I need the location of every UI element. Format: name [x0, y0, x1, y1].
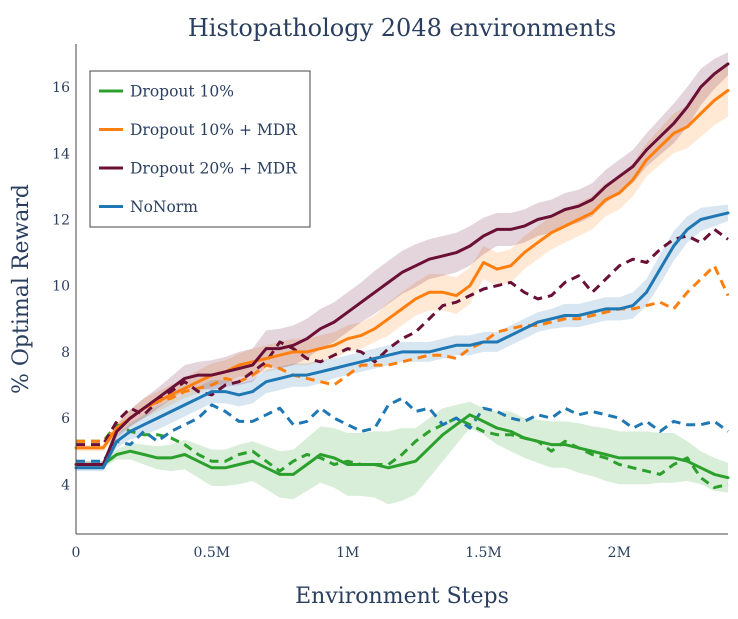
tick-labels: 0 0.5M 1M 1.5M 2M 4 6 8 10 12 14 16 — [52, 80, 631, 561]
x-tick-label: 1.5M — [465, 545, 502, 561]
chart-title: Histopathology 2048 environments — [188, 14, 616, 42]
series-line-dropout-20pct-mdr-dashed — [76, 227, 729, 447]
x-tick-label: 0 — [72, 545, 81, 561]
series-lines — [74, 62, 730, 490]
series-line-dropout-10pct-mdr — [74, 88, 730, 450]
legend-label-dropout-20pct-mdr: Dropout 20% + MDR — [130, 160, 298, 178]
band-nonorm — [76, 204, 728, 472]
axes — [75, 44, 728, 535]
legend-label-dropout-10pct: Dropout 10% — [130, 83, 234, 101]
y-tick-label: 14 — [52, 146, 70, 162]
x-tick-label: 1M — [336, 545, 359, 561]
series-line-nonorm — [74, 211, 730, 470]
series-line-dropout-20pct-mdr — [74, 62, 730, 466]
legend-label-nonorm: NoNorm — [130, 198, 198, 216]
y-tick-label: 4 — [61, 477, 70, 493]
series-line-dropout-10pct-dashed — [76, 416, 729, 490]
y-tick-label: 16 — [52, 80, 70, 96]
y-tick-label: 12 — [52, 213, 70, 229]
legend-label-dropout-10pct-mdr: Dropout 10% + MDR — [130, 121, 298, 139]
y-tick-label: 6 — [61, 411, 70, 427]
band-dropout-10pct-mdr — [76, 63, 728, 452]
legend-items: Dropout 10% Dropout 10% + MDR Dropout 20% … — [99, 83, 298, 216]
series-line-dropout-10pct — [74, 413, 730, 480]
legend-box — [89, 70, 311, 228]
y-tick-label: 8 — [61, 345, 70, 361]
y-axis-title: % Optimal Reward — [9, 184, 34, 394]
legend: Dropout 10% Dropout 10% + MDR Dropout 20% … — [89, 70, 311, 228]
series-line-nonorm-dashed — [76, 396, 729, 463]
x-axis-title: Environment Steps — [295, 584, 509, 609]
y-tick-label: 10 — [52, 279, 70, 295]
x-tick-label: 2M — [608, 545, 631, 561]
x-tick-label: 0.5M — [193, 545, 230, 561]
